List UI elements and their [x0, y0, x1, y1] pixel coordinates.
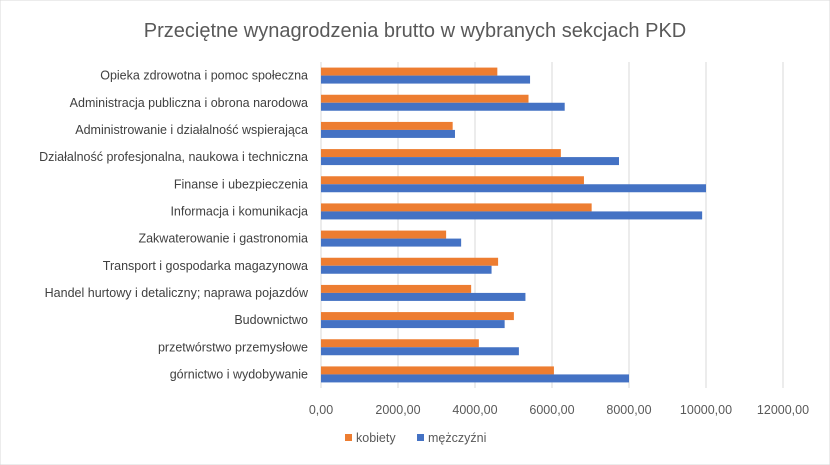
bar-mezczyzni	[321, 292, 526, 301]
bar-kobiety	[321, 176, 584, 185]
bar-kobiety	[321, 203, 592, 212]
bar-mezczyzni	[321, 265, 492, 274]
bar-mezczyzni	[321, 320, 505, 329]
category-label: przetwórstwo przemysłowe	[158, 340, 308, 354]
x-tick-label: 6000,00	[529, 403, 574, 417]
bar-mezczyzni	[321, 75, 531, 84]
bar-mezczyzni	[321, 129, 455, 138]
bar-kobiety	[321, 121, 453, 130]
bar-kobiety	[321, 284, 472, 293]
category-label: Transport i gospodarka magazynowa	[103, 259, 308, 273]
category-label: Informacja i komunikacja	[170, 204, 308, 218]
bar-kobiety	[321, 366, 554, 375]
legend-swatch	[345, 434, 352, 441]
bar-mezczyzni	[321, 347, 519, 356]
x-tick-label: 8000,00	[606, 403, 651, 417]
bar-mezczyzni	[321, 238, 462, 247]
category-label: Budownictwo	[234, 313, 308, 327]
category-label: Zakwaterowanie i gastronomia	[138, 232, 308, 246]
bar-mezczyzni	[321, 157, 619, 166]
category-label: Administracja publiczna i obrona narodow…	[70, 96, 308, 110]
x-tick-label: 10000,00	[680, 403, 732, 417]
chart-title: Przeciętne wynagrodzenia brutto w wybran…	[144, 20, 686, 42]
x-tick-label: 2000,00	[375, 403, 420, 417]
bar-kobiety	[321, 230, 447, 239]
bar-kobiety	[321, 94, 529, 103]
category-label: Handel hurtowy i detaliczny; naprawa poj…	[45, 286, 309, 300]
x-tick-label: 12000,00	[757, 403, 809, 417]
x-tick-label: 0,00	[309, 403, 333, 417]
bar-kobiety	[321, 257, 499, 266]
x-tick-label: 4000,00	[452, 403, 497, 417]
bar-kobiety	[321, 149, 561, 158]
legend-label: mężczyźni	[428, 431, 486, 445]
category-label: Opieka zdrowotna i pomoc społeczna	[100, 69, 308, 83]
bar-kobiety	[321, 67, 498, 76]
legend-label: kobiety	[356, 431, 396, 445]
category-label: górnictwo i wydobywanie	[170, 367, 308, 381]
bar-mezczyzni	[321, 184, 706, 193]
category-label: Działalność profesjonalna, naukowa i tec…	[39, 150, 308, 164]
bar-mezczyzni	[321, 211, 703, 220]
bar-kobiety	[321, 339, 479, 348]
bar-mezczyzni	[321, 102, 565, 111]
category-label: Administrowanie i działalność wspierając…	[75, 123, 308, 137]
bar-kobiety	[321, 312, 514, 321]
category-label: Finanse i ubezpieczenia	[174, 177, 308, 191]
bar-mezczyzni	[321, 374, 629, 383]
legend-swatch	[417, 434, 424, 441]
